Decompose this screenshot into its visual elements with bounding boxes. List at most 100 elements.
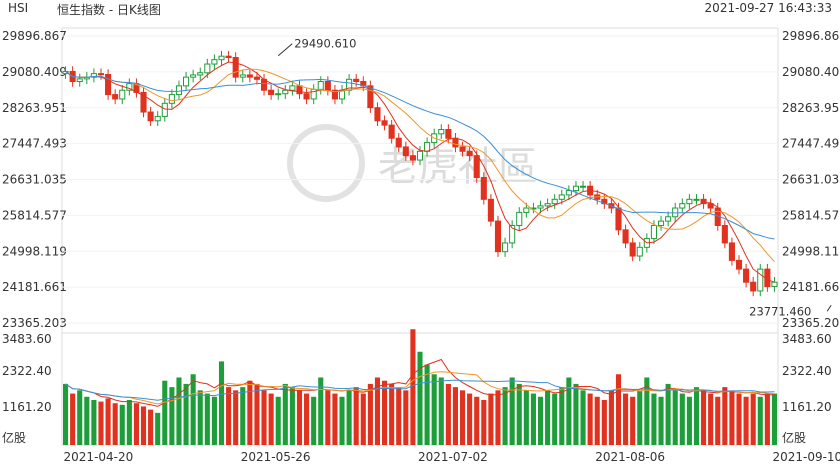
volume-bar (84, 396, 90, 445)
chart-header: HSI 恒生指数 - 日K线图 2021-09-27 16:43:33 (0, 0, 840, 18)
volume-bar (750, 393, 756, 445)
candle-body (572, 185, 580, 192)
volume-bar (523, 390, 529, 445)
volume-bar (708, 393, 714, 445)
candle-body (331, 89, 338, 100)
volume-bar (566, 377, 572, 445)
volume-bar (693, 387, 700, 445)
x-tick-label: 2021-08-06 (595, 450, 665, 464)
candle-body (416, 150, 424, 161)
annotation-label: 29490.610 (294, 37, 356, 51)
volume-bar (701, 390, 707, 445)
candle-body (303, 93, 310, 100)
volume-bar (729, 390, 735, 445)
volume-bar (311, 396, 317, 445)
candle-body (374, 107, 381, 122)
y-tick-label-left: 26631.035 (2, 173, 67, 187)
volume-bar (169, 387, 175, 445)
candle-body (161, 102, 168, 117)
volume-bar (268, 393, 274, 445)
candle-body (381, 120, 388, 126)
candle-body (105, 74, 112, 96)
candle-body (657, 220, 665, 226)
volume-bar (502, 387, 508, 445)
candle-body (686, 198, 693, 205)
candle-body (190, 74, 197, 78)
volume-bar (275, 396, 281, 445)
volume-bar (374, 377, 381, 445)
volume-bar (360, 393, 366, 445)
candle-body (452, 137, 459, 148)
y-tick-label-left: 29080.409 (2, 65, 67, 79)
candle-body (268, 89, 275, 96)
volume-bar (162, 380, 168, 445)
volume-bar (382, 380, 388, 445)
candle-body (246, 74, 253, 78)
volume-bar (367, 383, 373, 445)
volume-bar (530, 393, 536, 445)
y-tick-label-right: 29896.867 (782, 29, 840, 43)
volume-bar (608, 390, 614, 445)
volume-bar (240, 387, 246, 445)
volume-bar (651, 393, 657, 445)
candle-body (388, 124, 395, 139)
candle-body (225, 55, 232, 58)
candle-body (424, 142, 431, 152)
candle-body (97, 73, 105, 76)
volume-bar (594, 396, 600, 445)
candle-body (565, 190, 572, 196)
candle-body (629, 242, 636, 257)
volume-bar (743, 396, 749, 445)
candle-body (112, 94, 119, 100)
candle-body (579, 185, 587, 188)
annotation-leader (826, 304, 832, 312)
timestamp: 2021-09-27 16:43:33 (704, 1, 832, 15)
candle-body (516, 211, 523, 226)
candle-body (253, 76, 261, 80)
candle-body (168, 94, 175, 104)
candle-body (211, 59, 218, 65)
volume-bar (140, 406, 147, 445)
volume-bar (587, 393, 593, 445)
volume-bar (62, 383, 69, 445)
y-tick-label-right: 29080.409 (782, 65, 840, 79)
volume-bar (665, 383, 671, 445)
candle-body (480, 176, 487, 200)
volume-bar (98, 401, 104, 445)
volume-bar (70, 393, 76, 445)
volume-bar (296, 390, 303, 445)
candle-body (90, 73, 97, 78)
volume-bar (318, 377, 324, 445)
y-tick-label-right: 24181.661 (782, 280, 840, 294)
candle-body (76, 78, 83, 82)
volume-bar (452, 387, 458, 445)
volume-bar (211, 396, 217, 445)
volume-bar (445, 383, 451, 445)
volume-bar (197, 390, 203, 445)
candle-body (615, 207, 622, 231)
y-tick-label-right: 26631.035 (782, 173, 840, 187)
volume-bar (537, 396, 544, 445)
volume-bar (757, 396, 763, 445)
volume-bar (126, 399, 132, 445)
volume-bar (282, 383, 288, 445)
volume-bar (289, 387, 295, 445)
volume-bar (637, 390, 643, 445)
volume-bar (389, 383, 395, 445)
volume-bar (715, 396, 721, 445)
candle-body (665, 216, 672, 222)
volume-bar (630, 396, 636, 445)
volume-bar (226, 387, 232, 445)
volume-bar (346, 390, 352, 445)
candle-body (544, 203, 551, 207)
symbol-label: HSI (8, 1, 29, 15)
volume-bar (396, 387, 402, 445)
ma20-line (65, 71, 775, 240)
candle-body (679, 203, 686, 209)
volume-ma-line (65, 379, 775, 401)
volume-bar (403, 390, 409, 445)
y-tick-label-left: 24181.661 (2, 280, 67, 294)
candle-body (757, 268, 764, 292)
volume-bar (254, 383, 260, 445)
candle-body (636, 246, 643, 257)
